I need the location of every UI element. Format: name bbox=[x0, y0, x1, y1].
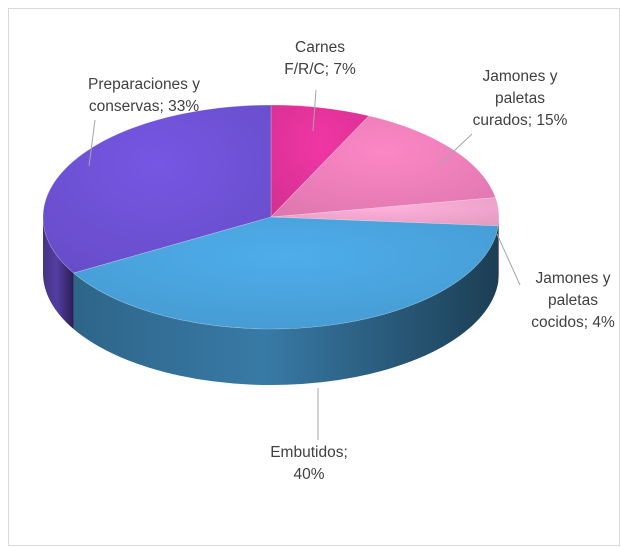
data-label-line: curados; 15% bbox=[473, 112, 568, 129]
data-label-line: Jamones y bbox=[483, 68, 558, 85]
data-label-embutidos: Embutidos; 40% bbox=[270, 444, 348, 483]
data-label-jamones-y-paletas-cocidos: Jamones y paletas cocidos; 4% bbox=[531, 270, 615, 331]
pie-top bbox=[42, 104, 500, 330]
data-label-line: Preparaciones y bbox=[88, 76, 200, 93]
leader-line-jamones-y-paletas-curados bbox=[437, 133, 473, 167]
data-label-line: F/R/C; 7% bbox=[284, 61, 356, 78]
pie-side-embutidos bbox=[73, 225, 499, 386]
pie-slice-preparaciones-y-conservas bbox=[42, 104, 272, 274]
data-label-line: 40% bbox=[293, 466, 324, 483]
data-label-line: paletas bbox=[495, 90, 545, 107]
pie-slice-embutidos bbox=[72, 216, 499, 330]
data-label-carnes-f-r-c: Carnes F/R/C; 7% bbox=[284, 39, 356, 78]
data-label-line: paletas bbox=[548, 292, 598, 309]
data-label-line: cocidos; 4% bbox=[531, 314, 615, 331]
pie-side-preparaciones-y-conservas bbox=[43, 217, 74, 329]
leader-line-preparaciones-y-conservas bbox=[88, 119, 96, 167]
pie-slice-carnes-f-r-c bbox=[270, 104, 370, 218]
data-label-line: Jamones y bbox=[536, 270, 611, 287]
pie-side-jamones-y-paletas-cocidos bbox=[498, 217, 499, 282]
leader-line-jamones-y-paletas-cocidos bbox=[496, 233, 521, 286]
data-label-line: Embutidos; bbox=[270, 444, 348, 461]
data-label-line: Carnes bbox=[295, 39, 345, 56]
data-label-line: conservas; 33% bbox=[89, 98, 199, 115]
data-label-jamones-y-paletas-curados: Jamones y paletas curados; 15% bbox=[473, 68, 568, 129]
pie-slice-jamones-y-paletas-cocidos bbox=[270, 197, 500, 227]
data-label-preparaciones-y-conservas: Preparaciones y conservas; 33% bbox=[88, 76, 200, 115]
pie-slice-jamones-y-paletas-curados bbox=[270, 115, 496, 218]
leader-line-carnes-f-r-c bbox=[312, 89, 317, 132]
pie-side-walls bbox=[43, 217, 499, 386]
data-labels: Carnes F/R/C; 7% Jamones y paletas curados; … bbox=[88, 39, 615, 483]
